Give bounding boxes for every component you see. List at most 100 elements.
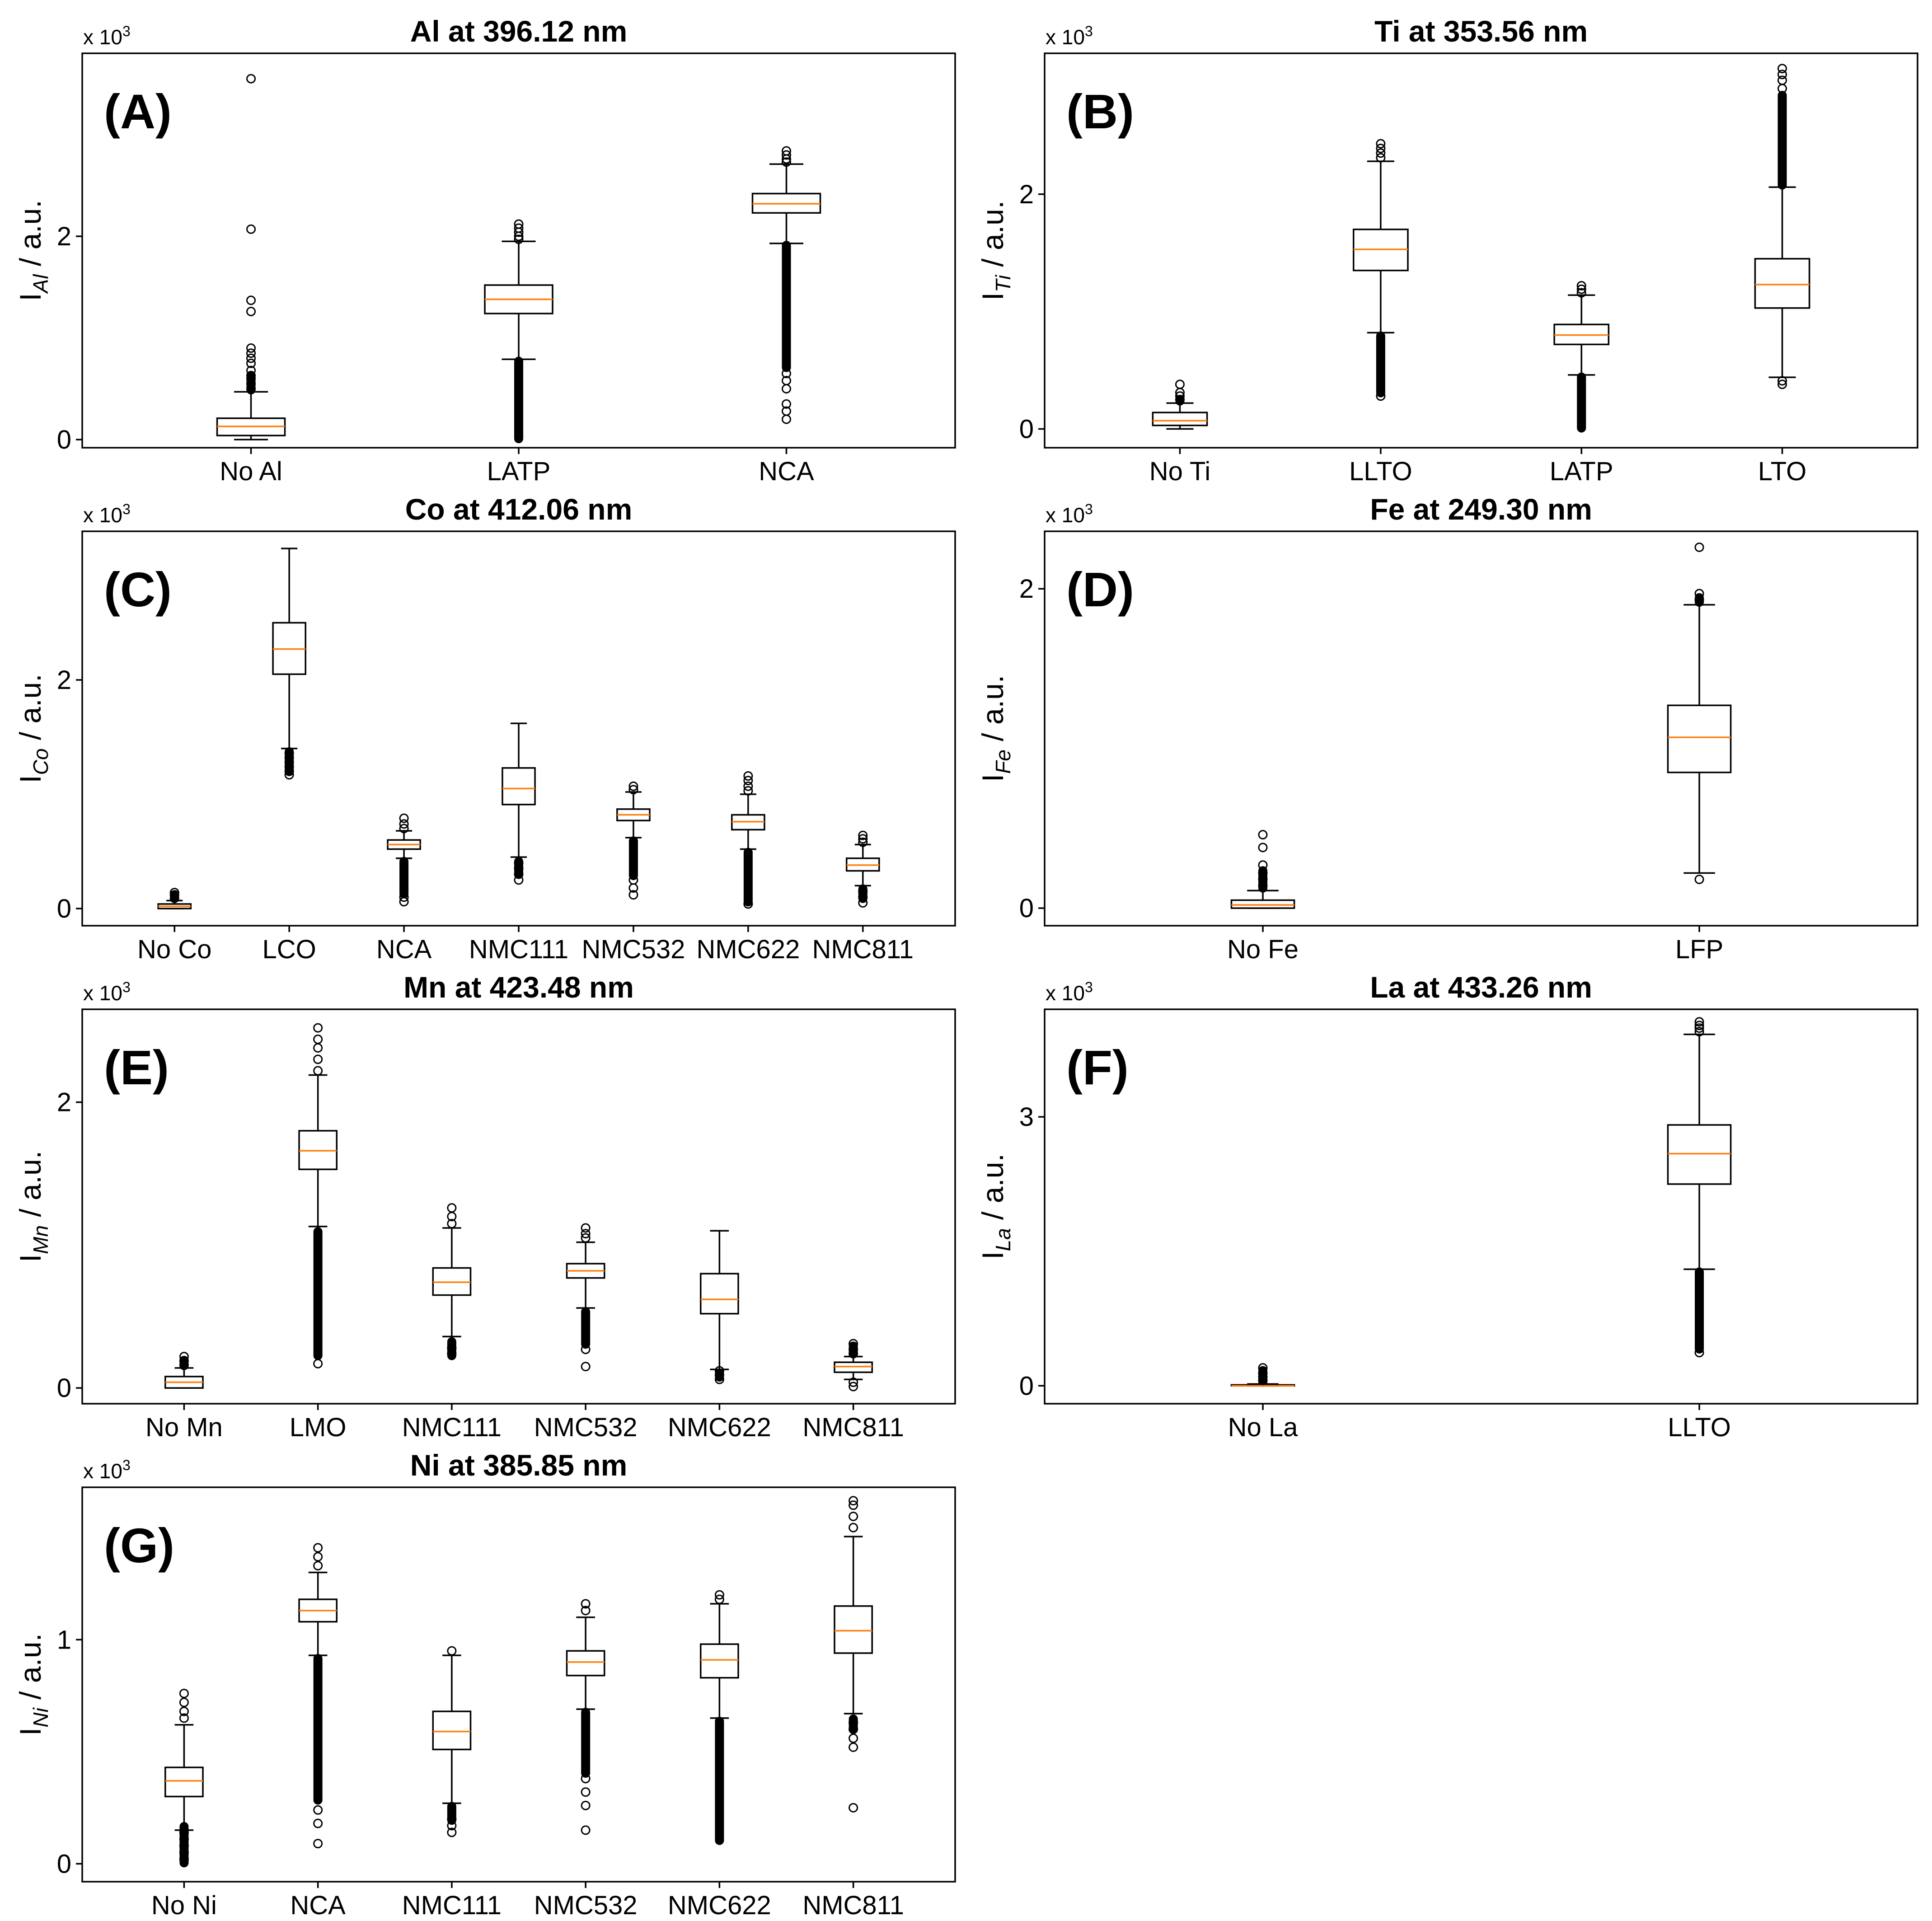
panel-4: Mn at 423.48 nm x 103 IMn / a.u. 0 2 No Mn LMO… (14, 970, 956, 1442)
y-tick-label: 2 (57, 222, 71, 251)
flier-point (1258, 875, 1268, 885)
flier-point (1576, 284, 1586, 294)
axis-multiplier: x 103 (1046, 979, 1093, 1005)
x-tick-label: No Ni (151, 1891, 217, 1920)
flier-point (313, 1839, 323, 1849)
flier-point (581, 1233, 591, 1243)
flier-point (858, 892, 868, 902)
flier-band (715, 1716, 724, 1845)
y-axis-label: ILa / a.u. (976, 1153, 1015, 1260)
flier-point (581, 1606, 591, 1616)
axis-multiplier: x 103 (1046, 501, 1093, 527)
y-tick-label: 0 (57, 425, 71, 454)
panel-label: (D) (1066, 562, 1134, 617)
flier-band (1695, 1267, 1704, 1354)
flier-point (714, 1366, 724, 1376)
box-NMC532 (616, 781, 651, 900)
flier-point (849, 1339, 858, 1349)
box-LLTO (1352, 139, 1409, 401)
flier-point (1258, 1372, 1268, 1382)
x-tick-label: LATP (487, 457, 551, 486)
flier-point (628, 875, 638, 885)
flier-point (1175, 394, 1185, 404)
flier-point (284, 753, 294, 763)
x-tick-label: NMC811 (802, 1413, 904, 1442)
flier-point (246, 74, 256, 84)
flier-point (313, 1034, 323, 1044)
flier-point (179, 1841, 189, 1851)
axis-multiplier: x 103 (1046, 23, 1093, 49)
flier-point (169, 888, 179, 898)
flier-point (447, 1821, 457, 1831)
flier-point (1576, 281, 1586, 290)
flier-point (849, 1496, 858, 1506)
flier-point (849, 1523, 858, 1532)
flier-point (246, 384, 256, 394)
chart-title: Co at 412.06 nm (405, 492, 633, 526)
flier-point (1777, 75, 1787, 85)
flier-point (179, 1713, 189, 1723)
flier-point (781, 146, 791, 156)
axis-multiplier: x 103 (83, 1457, 131, 1483)
box-NMC811 (834, 1339, 873, 1392)
flier-point (743, 781, 753, 791)
flier-point (399, 892, 409, 902)
x-tick-label: NMC532 (534, 1891, 638, 1920)
plot-frame (81, 1486, 956, 1883)
iqr-box (1667, 1124, 1732, 1185)
flier-point (628, 781, 638, 791)
panel-2: Co at 412.06 nm x 103 ICo / a.u. 0 2 No Co LCO… (14, 492, 956, 964)
flier-point (1694, 1348, 1704, 1358)
flier-point (313, 1023, 323, 1033)
flier-point (714, 1590, 724, 1600)
x-tick-label: NMC622 (668, 1891, 771, 1920)
box-LATP (1553, 281, 1610, 433)
y-tick-label: 0 (57, 1373, 71, 1403)
flier-point (1258, 1375, 1268, 1385)
plot-frame (1044, 1008, 1918, 1405)
y-tick-label: 1 (57, 1625, 71, 1654)
flier-point (849, 1734, 858, 1743)
flier-point (514, 863, 524, 873)
x-tick-label: NMC111 (402, 1413, 502, 1442)
flier-point (781, 157, 791, 167)
box-No Mn (164, 1352, 204, 1389)
flier-point (179, 1697, 189, 1707)
flier-point (514, 875, 524, 885)
x-tick-label: NMC811 (812, 935, 914, 964)
flier-point (1376, 153, 1386, 163)
flier-point (849, 1511, 858, 1521)
flier-point (781, 369, 791, 379)
axis-multiplier-exponent: 3 (122, 23, 131, 39)
flier-point (581, 1787, 591, 1797)
x-tick-label: No Co (137, 935, 211, 964)
flier-point (743, 786, 753, 796)
x-tick-label: NMC532 (534, 1413, 638, 1442)
flier-point (1777, 64, 1787, 74)
flier-point (246, 295, 256, 305)
flier-point (514, 869, 524, 879)
flier-point (714, 1370, 724, 1380)
box-No Fe (1230, 830, 1295, 909)
flier-point (514, 223, 524, 233)
iqr-box (699, 1273, 739, 1315)
flier-point (1576, 288, 1586, 298)
x-tick-label: No Mn (145, 1413, 223, 1442)
plot-frame (81, 530, 956, 927)
x-tick-label: LMO (290, 1413, 347, 1442)
y-axis-label: ICo / a.u. (14, 674, 52, 783)
flier-point (313, 1561, 323, 1571)
iqr-box (1754, 258, 1810, 309)
flier-point (1694, 1021, 1704, 1031)
x-tick-label: NMC111 (402, 1891, 502, 1920)
flier-point (1694, 589, 1704, 599)
box-LTO (1754, 64, 1810, 389)
flier-point (1777, 380, 1787, 389)
flier-band (628, 836, 638, 881)
flier-point (849, 1382, 858, 1392)
iqr-box (1667, 704, 1732, 773)
box-No Al (216, 74, 286, 440)
flier-point (313, 1552, 323, 1562)
flier-point (1694, 595, 1704, 605)
flier-point (849, 1345, 858, 1354)
